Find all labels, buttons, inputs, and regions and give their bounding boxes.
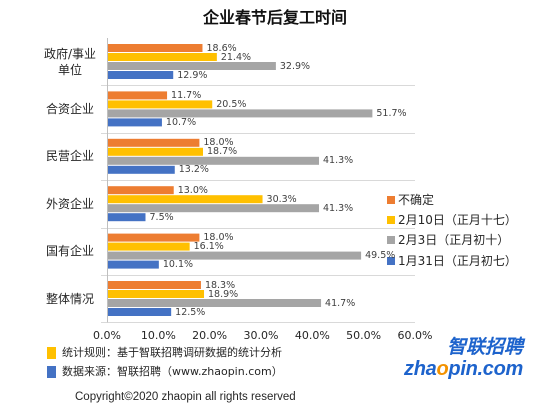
value-label: 12.5% [175,306,206,318]
category-label: 民营企业 [38,133,102,180]
bar [108,62,276,70]
logo-domain-accent-o: o [436,358,449,380]
value-label: 49.5% [365,250,396,262]
copyright-text: Copyright©2020 zhaopin all rights reserv… [75,391,296,403]
bar [108,195,263,204]
legend-swatch [387,216,395,224]
category-label: 政府/事业单位 [38,38,102,85]
note-statistics-rule: 统计规则：基于智联招聘调研数据的统计分析 [47,346,307,360]
legend-swatch [387,257,395,265]
value-label: 51.7% [376,107,407,119]
value-label: 7.5% [149,211,174,223]
category-label-text: 民营企业 [45,149,94,164]
legend-swatch [387,196,395,204]
note-marker [47,347,56,359]
value-label: 18.7% [206,146,238,158]
chart-legend: 不确定 2月10日（正月十七） 2月3日（正月初十） 1月31日（正月初七） [385,192,535,272]
category-label-text: 政府/事业单位 [43,46,97,77]
value-label: 16.1% [193,241,224,253]
bar [108,53,217,61]
bar [108,44,203,52]
value-label: 41.3% [323,202,354,214]
x-tick-label: 50.0% [346,329,382,342]
note-text: 统计规则：基于智联招聘调研数据的统计分析 [62,346,282,359]
bar [108,186,174,195]
legend-item: 不确定 [385,192,535,208]
bar [108,138,200,147]
value-label: 10.1% [162,259,194,271]
bar [108,91,168,100]
category-label-text: 国有企业 [45,244,94,259]
legend-label: 2月3日（正月初十） [398,233,510,247]
bar [108,100,213,109]
legend-label: 1月31日（正月初七） [398,254,517,268]
bar [108,71,174,79]
category-label-text: 外资企业 [45,196,94,211]
x-tick-label: 30.0% [243,329,279,342]
logo-domain-part: pin.com [448,358,523,380]
value-label: 41.7% [325,297,356,309]
bar [108,213,146,222]
bar [108,290,205,298]
chart-title: 企业春节后复工时间 [202,8,347,27]
legend-swatch [387,236,395,244]
logo-domain-part: zha [404,358,437,380]
value-label: 32.9% [279,60,311,72]
bar [108,242,190,251]
x-tick-label: 10.0% [140,329,176,342]
value-label: 18.6% [206,42,237,54]
x-tick-label: 40.0% [294,329,330,342]
value-label: 11.7% [171,89,202,101]
bar [108,204,320,213]
x-tick-label: 60.0% [397,329,433,342]
value-label: 12.9% [177,69,208,81]
logo-domain: zhaopin.com [404,358,523,381]
bar [108,147,203,156]
bar [108,308,172,316]
category-label: 合资企业 [38,85,102,132]
logo-name-cn: 智联招聘 [446,336,523,358]
value-label: 18.3% [204,279,236,291]
legend-item: 1月31日（正月初七） [385,253,535,269]
legend-label: 不确定 [398,193,435,207]
value-label: 20.5% [216,98,247,110]
value-label: 10.7% [165,116,197,128]
legend-item: 2月10日（正月十七） [385,212,535,228]
value-label: 13.2% [178,164,209,176]
legend-label: 2月10日（正月十七） [398,213,517,227]
bar [108,109,373,118]
bar [108,156,320,165]
category-label: 外资企业 [38,180,102,227]
value-label: 30.3% [266,193,297,205]
x-tick-label: 20.0% [192,329,228,342]
category-label: 国有企业 [38,228,102,275]
category-label: 整体情况 [38,275,102,322]
value-label: 18.9% [208,288,239,300]
legend-item: 2月3日（正月初十） [385,232,535,248]
bar [108,299,322,307]
bar [108,251,362,260]
category-label-text: 整体情况 [45,291,94,306]
bar [108,165,175,174]
value-label: 13.0% [177,184,208,196]
value-label: 41.3% [323,155,354,167]
note-data-source: 数据来源：智联招聘（www.zhaopin.com） [47,365,307,379]
bar [108,281,201,289]
bar [108,233,200,242]
value-label: 18.0% [203,137,234,149]
bar [108,260,159,269]
note-text: 数据来源：智联招聘（www.zhaopin.com） [62,365,283,378]
value-label: 21.4% [220,51,252,63]
bar [108,118,162,127]
x-tick-label: 0.0% [93,329,121,342]
category-label-text: 合资企业 [45,102,94,117]
note-marker [47,366,56,378]
value-label: 18.0% [203,232,234,244]
zhaopin-logo: 智联招聘 zhaopin.com [404,337,523,381]
